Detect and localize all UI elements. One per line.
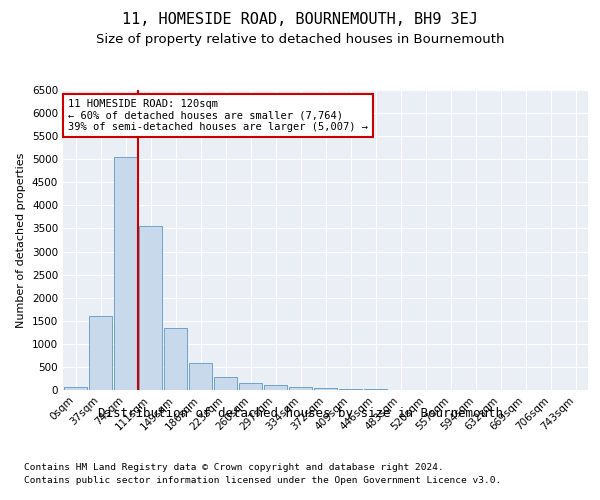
Y-axis label: Number of detached properties: Number of detached properties (16, 152, 26, 328)
Bar (164, 328, 187, 390)
Text: 11 HOMESIDE ROAD: 120sqm
← 60% of detached houses are smaller (7,764)
39% of sem: 11 HOMESIDE ROAD: 120sqm ← 60% of detach… (68, 99, 368, 132)
Text: Contains public sector information licensed under the Open Government Licence v3: Contains public sector information licen… (24, 476, 501, 485)
Bar (263, 385, 287, 390)
Bar (89, 316, 112, 390)
Bar (338, 388, 362, 390)
Text: 11, HOMESIDE ROAD, BOURNEMOUTH, BH9 3EJ: 11, HOMESIDE ROAD, BOURNEMOUTH, BH9 3EJ (122, 12, 478, 28)
Bar (314, 388, 337, 390)
Text: Distribution of detached houses by size in Bournemouth: Distribution of detached houses by size … (97, 408, 503, 420)
Bar (64, 387, 88, 390)
Text: Size of property relative to detached houses in Bournemouth: Size of property relative to detached ho… (96, 32, 504, 46)
Bar (239, 383, 262, 390)
Bar (214, 376, 238, 390)
Bar (113, 157, 137, 390)
Bar (188, 363, 212, 390)
Bar (289, 387, 313, 390)
Bar (139, 226, 163, 390)
Text: Contains HM Land Registry data © Crown copyright and database right 2024.: Contains HM Land Registry data © Crown c… (24, 462, 444, 471)
